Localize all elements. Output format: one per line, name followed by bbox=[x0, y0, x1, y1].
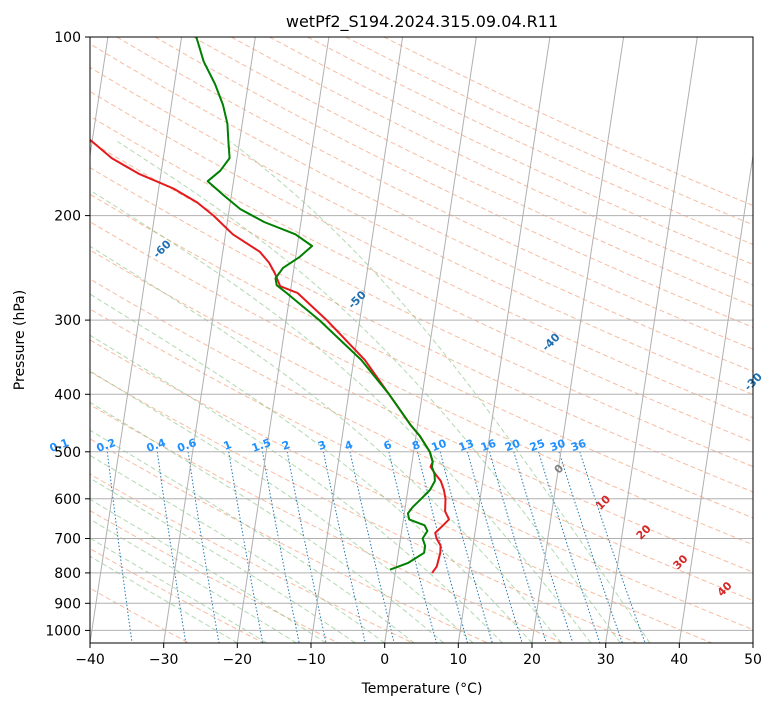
mixing-ratio-label: 0.4 bbox=[145, 436, 168, 455]
y-tick-label: 300 bbox=[54, 313, 81, 329]
dry-adiabat bbox=[90, 193, 753, 519]
dry-adiabat bbox=[90, 167, 753, 493]
isotherm-line bbox=[531, 37, 625, 643]
mixing-ratio-label: 1 bbox=[222, 438, 234, 453]
mixing-ratio-line bbox=[558, 451, 623, 643]
isotherm-line bbox=[90, 37, 183, 643]
isotherm-line bbox=[605, 37, 698, 643]
mixing-ratio-label: 20 bbox=[503, 437, 522, 455]
x-axis-label: Temperature (°C) bbox=[361, 681, 483, 697]
x-tick-label: −40 bbox=[75, 652, 105, 668]
dry-adiabat bbox=[90, 308, 753, 631]
plot-background bbox=[90, 37, 753, 643]
isotherm-line bbox=[90, 37, 109, 159]
mixing-ratio-label: 1.5 bbox=[250, 436, 273, 455]
x-tick-label: −30 bbox=[149, 652, 179, 668]
axis-ticks: −40 −30 −20 −10 0 10 20 30 40 5010020030040050060… bbox=[45, 30, 762, 668]
x-tick-label: 40 bbox=[670, 652, 688, 668]
mixing-ratio-label: 36 bbox=[569, 437, 588, 455]
isotherm-line bbox=[163, 37, 256, 643]
x-tick-label: 10 bbox=[449, 652, 467, 668]
mixing-ratio-line bbox=[513, 451, 574, 643]
dry-adiabat bbox=[116, 37, 753, 350]
mixing-ratio-label: 6 bbox=[382, 438, 394, 453]
mixing-ratio-label: 10 bbox=[430, 437, 449, 455]
mixing-ratio-label: 13 bbox=[457, 437, 476, 454]
mixing-ratio-label: 0.2 bbox=[95, 436, 118, 455]
mixing-ratio-line bbox=[388, 451, 437, 643]
y-tick-label: 400 bbox=[54, 387, 81, 403]
y-tick-label: 100 bbox=[54, 30, 81, 46]
mixing-ratio-label: 25 bbox=[528, 437, 547, 454]
mixing-ratio-line bbox=[156, 451, 187, 643]
x-tick-label: 20 bbox=[523, 652, 541, 668]
y-tick-label: 1000 bbox=[45, 623, 81, 639]
x-tick-label: −20 bbox=[223, 652, 253, 668]
mixing-ratio-label: 30 bbox=[548, 437, 567, 455]
mixing-ratio-line bbox=[416, 451, 468, 643]
grid-lines bbox=[90, 37, 753, 643]
mixing-ratio-label: 0.1 bbox=[48, 436, 71, 455]
isotherm-line bbox=[457, 37, 551, 643]
mixing-ratio-line bbox=[322, 451, 366, 643]
dry-adiabat bbox=[90, 548, 264, 643]
dry-adiabat bbox=[90, 141, 753, 468]
dewpoint-line bbox=[195, 37, 436, 571]
isotherm-line bbox=[310, 37, 404, 643]
mixing-ratio-label: 2 bbox=[280, 438, 292, 453]
mixing-ratio-label: 3 bbox=[316, 438, 328, 453]
dry-adiabat bbox=[90, 438, 488, 643]
y-tick-label: 500 bbox=[54, 445, 81, 461]
y-tick-label: 800 bbox=[54, 566, 81, 582]
dry-adiabat bbox=[90, 66, 753, 396]
y-tick-label: 600 bbox=[54, 492, 81, 508]
x-tick-label: −10 bbox=[296, 652, 326, 668]
mixing-ratio-label: 8 bbox=[410, 438, 422, 453]
x-tick-label: 30 bbox=[597, 652, 615, 668]
mixing-ratio-label: 0.6 bbox=[176, 436, 199, 455]
isotherm-line bbox=[678, 152, 753, 643]
x-tick-label: 0 bbox=[380, 652, 389, 668]
dry-adiabat bbox=[154, 37, 753, 328]
dry-adiabat bbox=[231, 37, 753, 286]
dry-adiabat bbox=[90, 339, 712, 643]
plot-frame bbox=[89, 36, 754, 644]
mixing-ratio-line bbox=[538, 451, 601, 643]
y-axis-label: Pressure (hPa) bbox=[12, 290, 28, 390]
y-tick-label: 900 bbox=[54, 596, 81, 612]
dry-adiabat bbox=[90, 278, 753, 602]
isotherm-line bbox=[236, 37, 330, 643]
y-tick-label: 700 bbox=[54, 532, 81, 548]
y-tick-label: 200 bbox=[54, 209, 81, 225]
dry-adiabat bbox=[90, 90, 753, 419]
line-labels: -100-90-80-70-60-50-40-30-20-100.10.20.4… bbox=[48, 237, 765, 599]
chart-title: wetPf2_S194.2024.315.09.04.R11 bbox=[286, 12, 558, 32]
temperature-line bbox=[90, 138, 450, 574]
mixing-ratio-label: 4 bbox=[343, 438, 355, 453]
isotherm-line bbox=[752, 639, 753, 643]
mixing-ratio-label: 16 bbox=[479, 437, 498, 455]
mixing-ratio-line bbox=[106, 451, 133, 643]
series-layer bbox=[90, 37, 450, 574]
dry-adiabat bbox=[90, 371, 638, 643]
x-tick-label: 50 bbox=[744, 652, 762, 668]
isotherm-line bbox=[384, 37, 477, 643]
